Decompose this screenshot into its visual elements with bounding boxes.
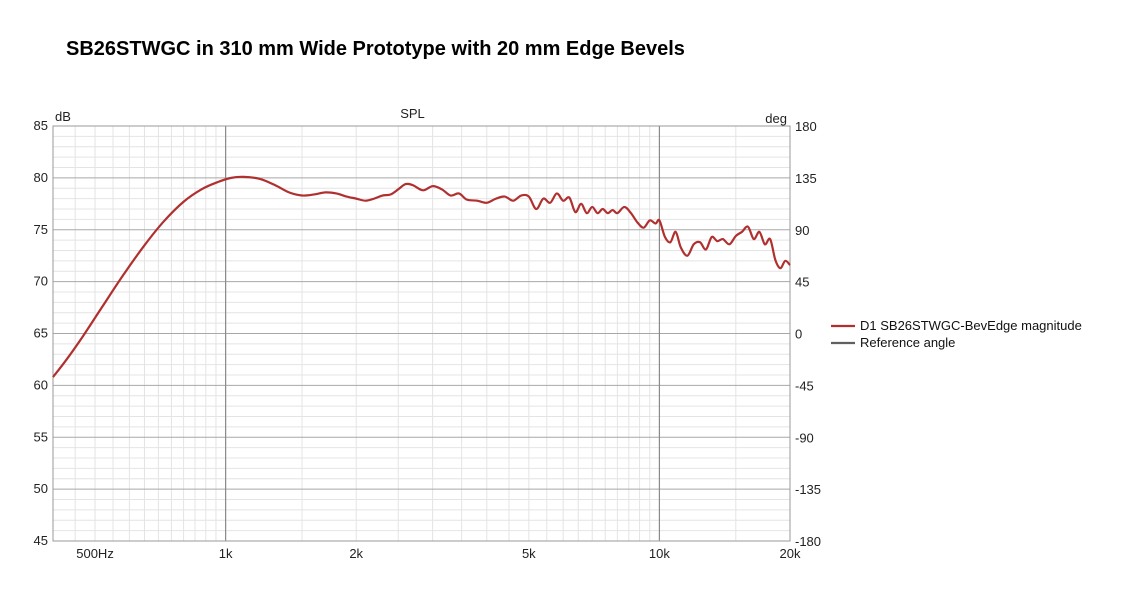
y-tick-label: 45 [34,533,48,548]
y-right-axis-title: deg [765,111,787,126]
y-right-tick-label: -180 [795,534,821,549]
x-tick-label: 2k [349,546,363,561]
y-right-tick-label: 135 [795,171,817,186]
plot-grid [52,125,791,542]
y-tick-label: 50 [34,481,48,496]
y-right-tick-label: 0 [795,327,802,342]
x-tick-label: 20k [780,546,801,561]
plot-border [52,125,791,542]
x-tick-label: 500Hz [76,546,114,561]
y-tick-label: 85 [34,118,48,133]
axis-ticks: 45 50 55 60 65 70 75 80 85 -180 -135 -90 -45 0 45 90 135… [34,106,822,561]
series-line-magnitude [52,175,791,378]
x-tick-label: 1k [219,546,233,561]
y-tick-label: 65 [34,326,48,341]
legend: D1 SB26STWGC-BevEdge magnitude Reference … [831,318,1082,350]
y-right-tick-label: 45 [795,275,809,290]
y-tick-label: 80 [34,170,48,185]
y-right-tick-label: -45 [795,378,814,393]
chart-title: SB26STWGC in 310 mm Wide Prototype with … [66,38,685,60]
series-layer [52,175,791,378]
y-tick-label: 55 [34,429,48,444]
legend-label: D1 SB26STWGC-BevEdge magnitude [860,318,1082,333]
plot-title: SPL [400,106,425,121]
x-tick-label: 10k [649,546,670,561]
legend-label: Reference angle [860,335,955,350]
y-right-tick-label: -135 [795,482,821,497]
y-tick-label: 75 [34,222,48,237]
y-tick-label: 70 [34,274,48,289]
y-axis-title: dB [55,109,71,124]
y-right-tick-label: 90 [795,223,809,238]
y-tick-label: 60 [34,377,48,392]
y-right-tick-label: -90 [795,430,814,445]
x-tick-label: 5k [522,546,536,561]
y-right-tick-label: 180 [795,119,817,134]
